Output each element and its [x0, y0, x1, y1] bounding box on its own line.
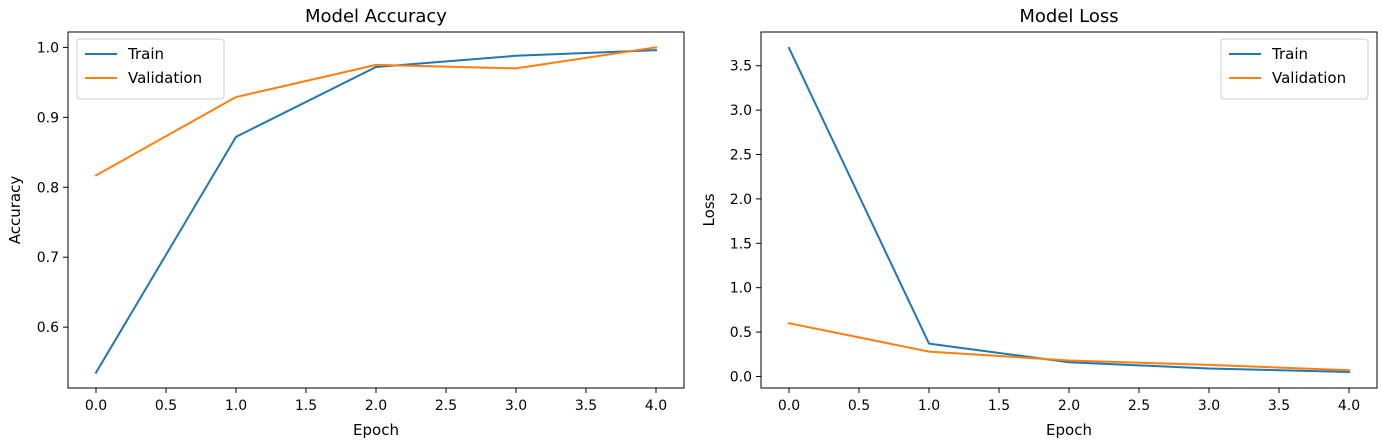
- accuracy-xtick-label: 2.5: [435, 398, 457, 414]
- loss-chart-title: Model Loss: [1019, 6, 1118, 27]
- loss-ytick-label: 1.5: [730, 236, 752, 252]
- loss-ticks: 0.0 0.5 1.0 1.5 2.0 2.5 3.0 3.5 4.0 0.0 0.5 1.0 1.5 2…: [730, 59, 1360, 414]
- loss-xtick-label: 0.5: [848, 398, 870, 414]
- accuracy-legend: Train Validation: [76, 38, 225, 100]
- accuracy-xtick-label: 0.0: [85, 398, 107, 414]
- accuracy-ticks: 0.0 0.5 1.0 1.5 2.0 2.5 3.0 3.5 4.0 0.6 0.7 0.8 0.9 1…: [37, 40, 667, 414]
- loss-xtick-label: 0.0: [778, 398, 800, 414]
- accuracy-chart: Model Accuracy 0.0 0.5 1.0 1.5 2.0 2.5 3.0 3.5 4…: [6, 6, 685, 439]
- loss-validation-line: [787, 322, 1351, 372]
- accuracy-xtick-label: 0.5: [155, 398, 177, 414]
- accuracy-plot-content: [94, 46, 658, 374]
- loss-xtick-label: 2.5: [1128, 398, 1150, 414]
- accuracy-ylabel: Accuracy: [6, 176, 24, 245]
- loss-plot-frame: [760, 31, 1378, 389]
- loss-ytick-label: 2.0: [730, 192, 752, 208]
- accuracy-ytick-label: 0.8: [37, 180, 59, 196]
- loss-ytick-label: 3.5: [730, 59, 752, 75]
- loss-xtick-label: 1.5: [988, 398, 1010, 414]
- loss-xtick-label: 2.0: [1058, 398, 1080, 414]
- accuracy-xtick-label: 3.5: [575, 398, 597, 414]
- accuracy-xtick-label: 1.5: [295, 398, 317, 414]
- loss-legend-train-label: Train: [1271, 45, 1308, 63]
- accuracy-ytick-label: 0.7: [37, 250, 59, 266]
- loss-ytick-label: 2.5: [730, 148, 752, 164]
- loss-xtick-label: 3.5: [1268, 398, 1290, 414]
- loss-chart: Model Loss 0.0 0.5 1.0 1.5 2.0 2.5 3.0 3.5 4.00.…: [700, 6, 1378, 439]
- accuracy-legend-train-label: Train: [127, 45, 164, 63]
- loss-ytick-label: 3.0: [730, 103, 752, 119]
- accuracy-xtick-label: 4.0: [645, 398, 667, 414]
- accuracy-legend-validation-label: Validation: [128, 69, 202, 87]
- accuracy-xlabel: Epoch: [353, 421, 399, 439]
- loss-legend: Train Validation: [1220, 38, 1369, 100]
- accuracy-plot-frame: [67, 31, 685, 389]
- loss-train-line: [787, 46, 1351, 374]
- loss-ytick-label: 0.5: [730, 325, 752, 341]
- accuracy-chart-title: Model Accuracy: [305, 6, 447, 27]
- loss-plot-content: [787, 46, 1351, 374]
- loss-xtick-label: 4.0: [1338, 398, 1360, 414]
- loss-xtick-label: 1.0: [918, 398, 940, 414]
- accuracy-xtick-label: 2.0: [365, 398, 387, 414]
- accuracy-xtick-label: 3.0: [505, 398, 527, 414]
- accuracy-ytick-label: 0.6: [37, 320, 59, 336]
- accuracy-train-line: [94, 49, 658, 374]
- loss-ytick-label: 1.0: [730, 281, 752, 297]
- accuracy-ytick-label: 1.0: [37, 40, 59, 56]
- loss-ytick-label: 0.0: [730, 369, 752, 385]
- accuracy-ytick-label: 0.9: [37, 110, 59, 126]
- loss-ylabel: Loss: [700, 193, 718, 226]
- loss-legend-validation-label: Validation: [1272, 69, 1346, 87]
- accuracy-xtick-label: 1.0: [225, 398, 247, 414]
- loss-xlabel: Epoch: [1046, 421, 1092, 439]
- loss-xtick-label: 3.0: [1198, 398, 1220, 414]
- accuracy-validation-line: [94, 46, 658, 177]
